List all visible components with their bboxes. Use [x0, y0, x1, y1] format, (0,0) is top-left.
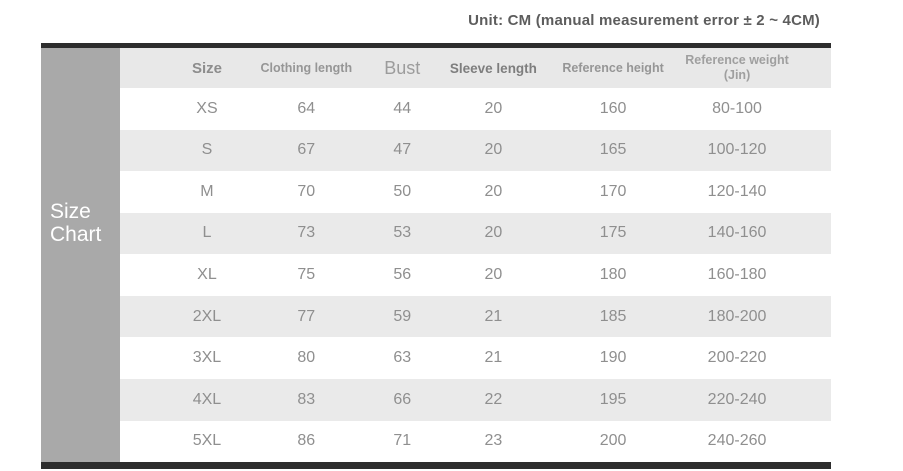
- table-row-2xl: 2XL 77 59 21 185 180-200: [120, 295, 831, 338]
- sleeve-length-cell: 20: [484, 182, 503, 200]
- table-row-s: S 67 47 20 165 100-120: [120, 129, 831, 172]
- table-row-l: L 73 53 20 175 140-160: [120, 212, 831, 255]
- unit-note: Unit: CM (manual measurement error ± 2 ~…: [468, 12, 820, 29]
- size-table: Size Clothing length Bust Sleeve length …: [120, 48, 831, 463]
- sleeve-length-cell: 20: [484, 266, 503, 284]
- top-divider-bar: [41, 43, 831, 48]
- header-reference-weight-line2: (Jin): [723, 68, 751, 82]
- reference-height-cell: 170: [599, 182, 627, 200]
- table-row-xl: XL 75 56 20 180 160-180: [120, 254, 831, 296]
- size-cell: XS: [196, 99, 218, 117]
- header-reference-weight-line1: Reference weight: [685, 53, 789, 67]
- bust-cell: 44: [393, 99, 412, 117]
- sleeve-length-cell: 20: [484, 99, 503, 117]
- bust-cell: 53: [393, 224, 412, 242]
- sleeve-length-cell: 21: [484, 349, 503, 367]
- table-row-m: M 70 50 20 170 120-140: [120, 171, 831, 213]
- clothing-length-cell: 75: [297, 266, 316, 284]
- sleeve-length-cell: 22: [484, 390, 503, 408]
- bust-cell: 56: [393, 266, 412, 284]
- size-chart-title: Size Chart: [50, 201, 120, 246]
- size-chart-title-block: Size Chart: [41, 48, 120, 462]
- bust-cell: 59: [393, 307, 412, 325]
- reference-weight-cell: 200-220: [707, 349, 767, 367]
- reference-height-cell: 195: [599, 390, 627, 408]
- clothing-length-cell: 77: [297, 307, 316, 325]
- sleeve-length-cell: 20: [484, 224, 503, 242]
- bottom-divider-bar: [41, 462, 831, 469]
- clothing-length-cell: 86: [297, 432, 316, 450]
- bust-cell: 47: [393, 141, 412, 159]
- size-cell: 5XL: [192, 432, 222, 450]
- reference-weight-cell: 80-100: [712, 99, 762, 117]
- header-reference-weight: Reference weight (Jin): [673, 53, 831, 83]
- clothing-length-cell: 80: [297, 349, 316, 367]
- reference-weight-cell: 180-200: [707, 307, 767, 325]
- clothing-length-cell: 73: [297, 224, 316, 242]
- table-row-5xl: 5XL 86 71 23 200 240-260: [120, 420, 831, 463]
- clothing-length-cell: 64: [297, 99, 316, 117]
- table-row-xs: XS 64 44 20 160 80-100: [120, 88, 831, 130]
- header-size: Size: [191, 59, 222, 77]
- bust-cell: 63: [393, 349, 412, 367]
- clothing-length-cell: 70: [297, 182, 316, 200]
- size-cell: 2XL: [192, 307, 222, 325]
- reference-height-cell: 200: [599, 432, 627, 450]
- reference-weight-cell: 120-140: [707, 182, 767, 200]
- clothing-length-cell: 83: [297, 390, 316, 408]
- header-sleeve-length: Sleeve length: [449, 60, 537, 76]
- table-row-3xl: 3XL 80 63 21 190 200-220: [120, 337, 831, 379]
- sleeve-length-cell: 23: [484, 432, 503, 450]
- size-chart-title-line1: Size: [50, 200, 91, 224]
- size-cell: 4XL: [192, 390, 222, 408]
- size-cell: M: [200, 182, 214, 200]
- sleeve-length-cell: 20: [484, 141, 503, 159]
- size-cell: S: [201, 141, 213, 159]
- reference-weight-cell: 140-160: [707, 224, 767, 242]
- reference-height-cell: 165: [599, 141, 627, 159]
- reference-weight-cell: 160-180: [707, 266, 767, 284]
- header-clothing-length: Clothing length: [260, 61, 353, 75]
- reference-weight-cell: 100-120: [707, 141, 767, 159]
- table-header-row: Size Clothing length Bust Sleeve length …: [120, 48, 831, 88]
- sleeve-length-cell: 21: [484, 307, 503, 325]
- bust-cell: 50: [393, 182, 412, 200]
- reference-height-cell: 185: [599, 307, 627, 325]
- size-chart-table: Size Chart Size Clothing length Bust Sle…: [41, 48, 831, 463]
- reference-weight-cell: 240-260: [707, 432, 767, 450]
- size-cell: L: [202, 224, 212, 242]
- bust-cell: 66: [393, 390, 412, 408]
- clothing-length-cell: 67: [297, 141, 316, 159]
- reference-weight-cell: 220-240: [707, 390, 767, 408]
- table-row-4xl: 4XL 83 66 22 195 220-240: [120, 378, 831, 421]
- size-chart-title-line2: Chart: [50, 223, 102, 246]
- reference-height-cell: 180: [599, 266, 627, 284]
- reference-height-cell: 160: [599, 99, 627, 117]
- size-cell: 3XL: [192, 349, 222, 367]
- header-bust: Bust: [384, 57, 421, 78]
- size-cell: XL: [197, 266, 217, 284]
- header-reference-height: Reference height: [562, 61, 664, 75]
- reference-height-cell: 175: [599, 224, 627, 242]
- reference-height-cell: 190: [599, 349, 627, 367]
- bust-cell: 71: [393, 432, 412, 450]
